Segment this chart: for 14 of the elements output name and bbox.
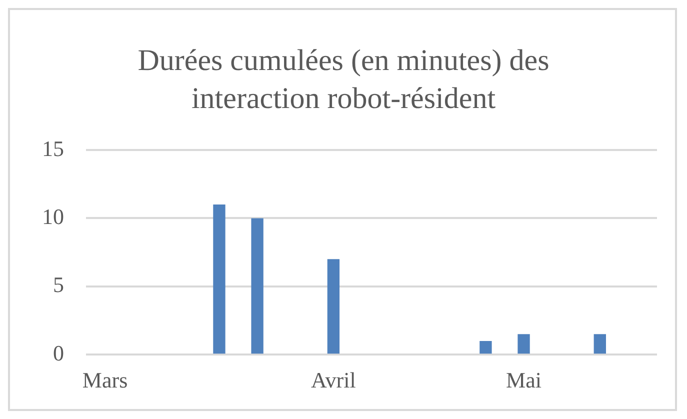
x-tick-label: Mars [82, 368, 128, 393]
y-tick-label: 10 [42, 204, 64, 229]
x-tick-label: Avril [311, 368, 356, 393]
bar [480, 340, 492, 354]
bar [327, 259, 340, 354]
bar [251, 218, 264, 354]
y-tick-label: 15 [42, 136, 64, 161]
y-tick-label: 0 [53, 340, 64, 366]
chart-title: Durées cumulées (en minutes) des interaction robot-résident [136, 43, 550, 117]
bar [518, 334, 530, 354]
y-tick-label: 5 [53, 272, 64, 298]
x-tick-label: Mai [506, 368, 542, 393]
bar [213, 204, 226, 354]
bar [594, 334, 606, 354]
